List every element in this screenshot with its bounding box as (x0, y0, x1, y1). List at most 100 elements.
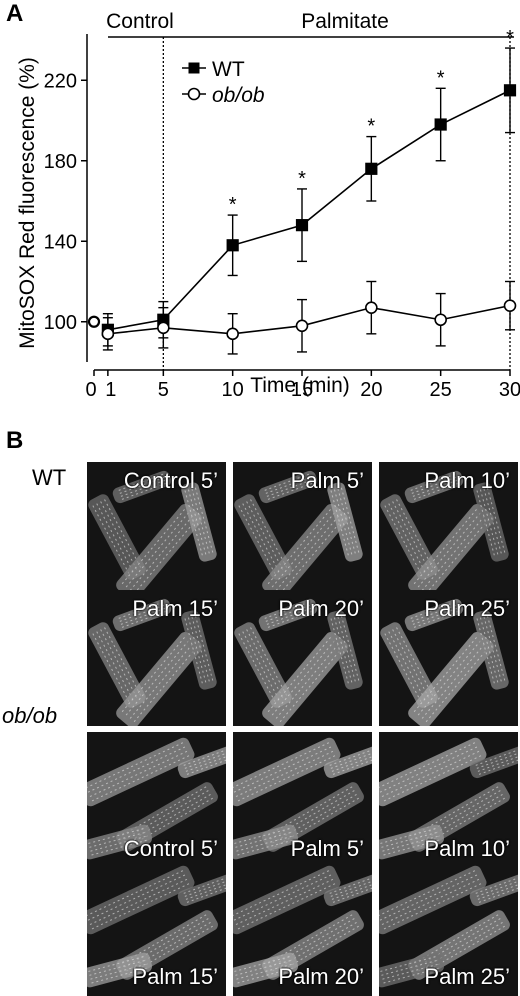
cell-striation (263, 601, 310, 620)
cell-striation (88, 878, 188, 926)
micrograph-tile: Palm 10’ (379, 732, 518, 868)
cell-striation (275, 515, 339, 592)
cell-striation (238, 505, 276, 575)
tile-label: Palm 15’ (132, 964, 218, 989)
micrograph-tile: Palm 15’ (87, 590, 226, 726)
cell-shape (87, 952, 153, 988)
cell-striation (267, 509, 331, 585)
cell-striation (483, 616, 503, 683)
x-tick-label: 5 (158, 379, 169, 401)
micrograph-tile: Palm 20’ (233, 860, 372, 996)
tile-label: Palm 10’ (424, 836, 510, 861)
cell-shape (177, 873, 226, 907)
cell-striation (183, 751, 226, 770)
cell-striation (421, 643, 485, 720)
cell-striation (234, 878, 334, 926)
micrograph-tile: Palm 10’ (379, 462, 518, 598)
cell-striation (388, 631, 426, 701)
cell-striation (118, 476, 165, 495)
micrograph-tile: Control 5’ (87, 732, 226, 868)
x-tick-label: 30 (499, 379, 520, 401)
x-tick-label: 20 (360, 379, 382, 401)
cell-shape (181, 482, 217, 562)
cell-shape (379, 952, 445, 988)
cell-striation (120, 482, 167, 501)
cell-striation (119, 479, 166, 498)
cell-striation (271, 640, 335, 717)
cell-shape (323, 745, 372, 779)
cell-striation (117, 473, 164, 492)
cell-striation (384, 505, 422, 575)
cell-shape (233, 824, 299, 860)
cell-striation (271, 512, 335, 589)
cell-striation (242, 503, 280, 573)
cell-striation (187, 617, 207, 684)
cell-striation (125, 512, 189, 589)
group-label-wt: WT (32, 465, 67, 490)
cell-shape (327, 610, 363, 690)
cell-striation (87, 874, 186, 922)
cell-striation (246, 501, 284, 571)
cell-striation (425, 519, 489, 595)
legend-marker-obob (187, 87, 201, 101)
micrograph-image (233, 865, 372, 988)
cell-striation (479, 617, 499, 684)
significance-asterisk: * (506, 27, 514, 49)
data-point-circle (365, 301, 378, 314)
condition-label-control: Control (106, 10, 174, 33)
cell-striation (337, 488, 357, 555)
series-line (107, 89, 511, 331)
cell-striation (476, 882, 518, 901)
cell-striation (409, 601, 456, 620)
tile-label: Palm 15’ (132, 596, 218, 621)
tile-label: Control 5’ (123, 836, 218, 861)
cell-striation (250, 499, 288, 569)
cell-striation (483, 488, 503, 555)
x-tick-label: 1 (105, 379, 116, 401)
cell-shape (380, 622, 438, 708)
cell-striation (238, 633, 276, 703)
cell-shape (112, 598, 172, 632)
micrograph-image (88, 598, 217, 726)
micrograph-image (234, 470, 363, 598)
y-tick-label: 140 (44, 231, 77, 253)
cell-striation (194, 487, 214, 554)
cell-striation (104, 499, 142, 569)
cell-shape (473, 482, 509, 562)
cell-striation (87, 742, 184, 789)
y-axis-title: MitoSOX Red fluorescence (%) (16, 57, 39, 349)
cell-striation (184, 490, 204, 557)
cell-striation (120, 610, 167, 629)
cell-striation (328, 876, 372, 895)
tile-label: Palm 25’ (424, 964, 510, 989)
data-point-square (226, 239, 239, 252)
cell-striation (474, 748, 518, 767)
cell-striation (279, 519, 343, 595)
data-point-square (434, 118, 447, 131)
cell-striation (191, 616, 211, 683)
cell-shape (380, 494, 438, 580)
cell-striation (87, 870, 184, 917)
cell-striation (486, 615, 506, 682)
cell-striation (92, 633, 130, 703)
micrograph-image (233, 737, 372, 860)
cell-shape (233, 865, 341, 935)
cell-striation (119, 607, 166, 626)
cell-striation (479, 489, 499, 556)
cell-shape (87, 737, 195, 807)
micrograph-image (234, 598, 363, 726)
cell-striation (330, 490, 350, 557)
cell-striation (242, 631, 280, 701)
cell-shape (233, 737, 341, 807)
cell-striation (380, 878, 480, 926)
cell-striation (87, 746, 186, 794)
cell-striation (236, 883, 336, 930)
cell-striation (90, 883, 190, 930)
cell-striation (265, 607, 312, 626)
cell-striation (380, 750, 480, 798)
cell-striation (100, 629, 138, 699)
cell-striation (133, 647, 197, 723)
cell-striation (183, 879, 226, 898)
micrograph-tile: Palm 25’ (379, 590, 518, 726)
